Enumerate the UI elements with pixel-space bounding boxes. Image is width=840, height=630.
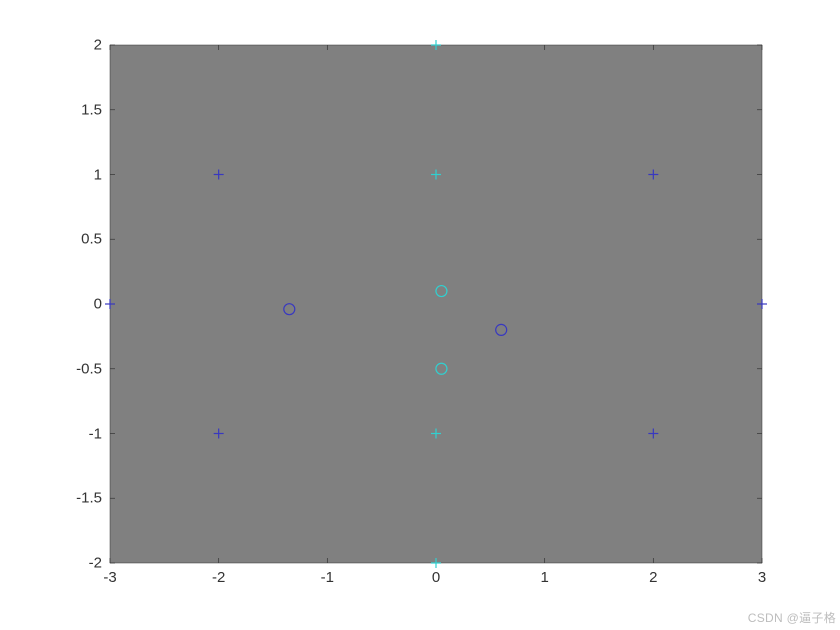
y-tick-label: -1.5: [76, 490, 110, 507]
y-tick-label: 0.5: [81, 231, 110, 248]
y-tick-label: -1: [89, 425, 110, 442]
x-tick-label: 2: [649, 563, 657, 586]
watermark-text: CSDN @逼子格: [748, 609, 836, 626]
x-tick-label: 0: [432, 563, 440, 586]
scatter-chart: [0, 0, 840, 630]
y-tick-label: -2: [89, 555, 110, 572]
y-tick-label: -0.5: [76, 360, 110, 377]
y-tick-label: 1: [94, 166, 110, 183]
x-tick-label: -1: [321, 563, 334, 586]
y-tick-label: 1.5: [81, 101, 110, 118]
plot-background: [110, 45, 762, 563]
chart-container: -3-2-10123-2-1.5-1-0.500.511.52: [0, 0, 840, 630]
x-tick-label: 3: [758, 563, 766, 586]
x-tick-label: -2: [212, 563, 225, 586]
y-tick-label: 2: [94, 37, 110, 54]
y-tick-label: 0: [94, 296, 110, 313]
x-tick-label: 1: [540, 563, 548, 586]
